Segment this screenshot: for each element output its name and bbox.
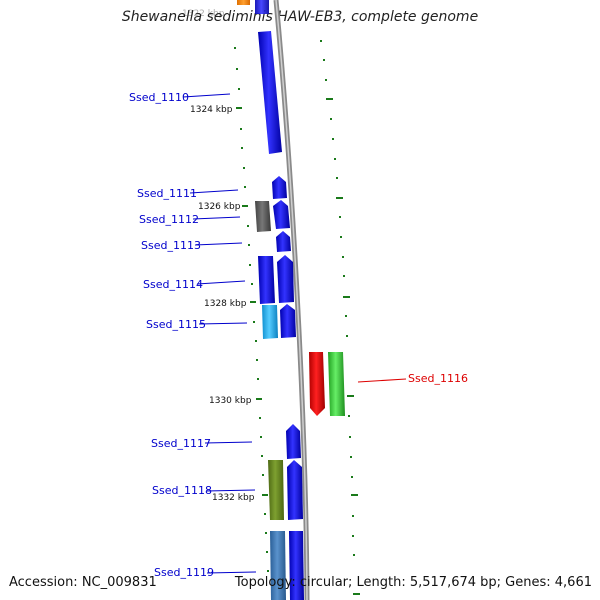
scale-label: 1324 kbp bbox=[190, 105, 233, 115]
scale-label: 1328 kbp bbox=[204, 299, 247, 309]
gene-shape-ssed-1116 bbox=[309, 352, 325, 416]
gene-shape-ssed-1114-left bbox=[258, 256, 275, 304]
outer-major-ticks bbox=[326, 98, 360, 595]
gene-label-ssed-1113[interactable]: Ssed_1113 bbox=[141, 239, 201, 252]
scale-label: 1322 kbp bbox=[182, 9, 225, 19]
gene-label-ssed-1111[interactable]: Ssed_1111 bbox=[137, 187, 197, 200]
inner-tick-marks bbox=[234, 47, 269, 572]
inner-major-ticks bbox=[236, 107, 268, 496]
gene-shape-ssed-1115 bbox=[280, 304, 296, 338]
gene-label-ssed-1114[interactable]: Ssed_1114 bbox=[143, 278, 203, 291]
gene-label-ssed-1112[interactable]: Ssed_1112 bbox=[139, 213, 199, 226]
cyan-feature bbox=[262, 305, 278, 339]
outer-tick-marks bbox=[320, 40, 355, 556]
scale-label: 1332 kbp bbox=[212, 493, 255, 503]
leader-lines bbox=[182, 93, 407, 574]
green-feature bbox=[328, 352, 345, 416]
gene-shape-ssed-1114 bbox=[277, 255, 294, 303]
genome-backbone-highlight bbox=[275, 0, 308, 600]
accession-label: Accession: NC_009831 bbox=[9, 575, 157, 590]
gene-label-ssed-1115[interactable]: Ssed_1115 bbox=[146, 318, 206, 331]
gene-shape-ssed-1117 bbox=[286, 424, 301, 459]
gene-shape-ssed-1118 bbox=[287, 460, 303, 520]
scale-labels: 1322 kbp 1324 kbp 1326 kbp 1328 kbp 1330… bbox=[182, 9, 255, 503]
topology-label: Topology: circular; Length: 5,517,674 bp… bbox=[234, 575, 592, 590]
gene-shape-ssed-1113 bbox=[276, 231, 291, 252]
gene-shape-ssed-1110-top bbox=[255, 0, 269, 14]
orange-gene-top bbox=[237, 0, 250, 5]
gene-label-ssed-1110[interactable]: Ssed_1110 bbox=[129, 91, 189, 104]
olive-feature bbox=[268, 460, 284, 520]
grey-feature bbox=[255, 201, 271, 232]
page-title: Shewanella sediminis HAW-EB3, complete g… bbox=[121, 9, 479, 25]
scale-label: 1330 kbp bbox=[209, 396, 252, 406]
gene-label-ssed-1116[interactable]: Ssed_1116 bbox=[408, 372, 468, 385]
gene-label-ssed-1119[interactable]: Ssed_1119 bbox=[154, 566, 214, 579]
gene-shape-ssed-1111 bbox=[272, 176, 287, 199]
gene-labels: Ssed_1110 Ssed_1111 Ssed_1112 Ssed_1113 … bbox=[129, 91, 468, 579]
gene-shape-ssed-1110 bbox=[258, 31, 282, 154]
gene-shape-ssed-1119 bbox=[289, 531, 304, 600]
gene-label-ssed-1117[interactable]: Ssed_1117 bbox=[151, 437, 211, 450]
gene-label-ssed-1118[interactable]: Ssed_1118 bbox=[152, 484, 212, 497]
gene-shape-ssed-1112 bbox=[273, 200, 290, 229]
steel-feature bbox=[270, 531, 286, 600]
scale-label: 1326 kbp bbox=[198, 202, 241, 212]
